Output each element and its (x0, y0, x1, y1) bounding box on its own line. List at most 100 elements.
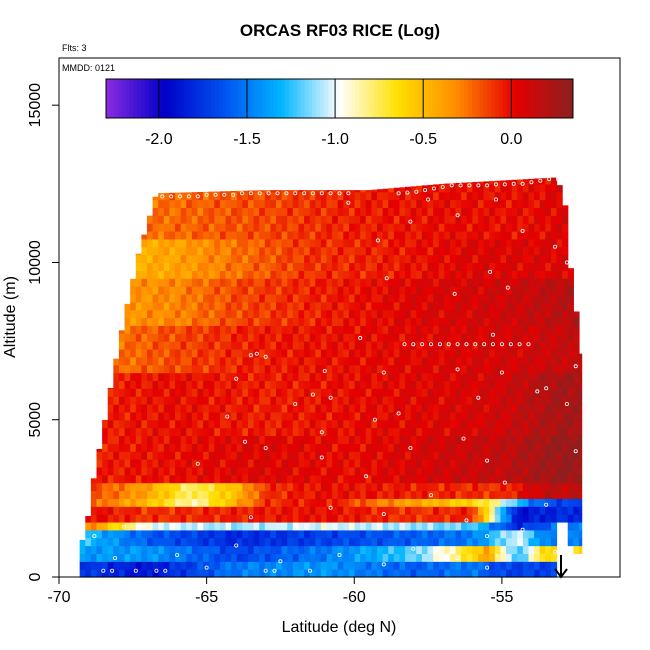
heatmap-cell (444, 325, 451, 334)
heatmap-cell (393, 388, 401, 397)
heatmap-cell (461, 396, 468, 405)
heatmap-cell (180, 388, 187, 397)
heatmap-cell (545, 388, 552, 397)
heatmap-cell (388, 506, 395, 515)
heatmap-cell (433, 521, 440, 531)
heatmap-cell (197, 396, 204, 405)
heatmap-cell (388, 380, 395, 389)
heatmap-cell (118, 388, 126, 397)
heatmap-cell (477, 451, 485, 460)
heatmap-cell (461, 317, 468, 326)
heatmap-cell (180, 545, 187, 555)
heatmap-cell (175, 435, 182, 444)
heatmap-cell (276, 435, 283, 444)
heatmap-cell (253, 419, 260, 429)
heatmap-cell (146, 498, 154, 507)
heatmap-cell (169, 270, 176, 279)
heatmap-cell (304, 388, 311, 397)
heatmap-cell (102, 537, 109, 547)
heatmap-cell (562, 270, 569, 279)
colorbar-swatch (253, 79, 259, 118)
heatmap-cell (214, 396, 221, 405)
heatmap-cell (203, 443, 210, 452)
heatmap-cell (545, 396, 552, 405)
heatmap-cell (545, 443, 552, 452)
heatmap-cell (169, 246, 176, 256)
heatmap-cell (102, 498, 109, 507)
heatmap-cell (360, 278, 367, 287)
heatmap-cell (539, 356, 546, 366)
heatmap-cell (455, 254, 462, 264)
heatmap-cell (360, 215, 367, 224)
heatmap-cell (534, 537, 541, 547)
heatmap-cell (264, 435, 272, 444)
heatmap-cell (191, 262, 199, 271)
heatmap-cell (113, 364, 120, 374)
heatmap-cell (556, 356, 563, 366)
heatmap-cell (539, 411, 546, 421)
heatmap-cell (528, 427, 535, 437)
heatmap-cell (427, 372, 434, 382)
heatmap-cell (550, 427, 558, 437)
heatmap-cell (124, 435, 131, 444)
heatmap-cell (438, 325, 445, 334)
heatmap-cell (253, 341, 260, 350)
heatmap-cell (175, 411, 182, 421)
flight-marker (225, 414, 230, 419)
heatmap-cell (326, 231, 333, 240)
heatmap-cell (539, 482, 546, 492)
heatmap-cell (365, 317, 372, 326)
heatmap-cell (231, 561, 238, 570)
heatmap-cell (449, 223, 457, 232)
heatmap-cell (382, 191, 389, 201)
heatmap-cell (416, 459, 423, 468)
heatmap-cell (461, 411, 468, 421)
heatmap-cell (180, 293, 187, 303)
heatmap-cell (298, 238, 305, 248)
heatmap-cell (567, 506, 574, 515)
heatmap-cell (332, 286, 339, 295)
heatmap-cell (208, 262, 215, 271)
heatmap-cell (343, 537, 350, 547)
heatmap-cell (477, 309, 485, 319)
heatmap-cell (545, 254, 552, 264)
heatmap-cell (455, 199, 462, 209)
heatmap-cell (270, 286, 277, 295)
flight-marker (423, 188, 428, 193)
heatmap-cell (438, 537, 445, 547)
heatmap-cell (315, 309, 322, 319)
heatmap-cell (528, 435, 535, 444)
heatmap-cell (203, 561, 210, 570)
heatmap-cell (163, 341, 171, 350)
heatmap-cell (276, 207, 283, 216)
heatmap-cell (433, 474, 440, 484)
heatmap-cell (405, 419, 412, 429)
heatmap-cell (326, 286, 333, 295)
heatmap-cell (130, 545, 137, 555)
heatmap-cell (427, 474, 434, 484)
heatmap-cell (158, 207, 165, 216)
heatmap-cell (461, 466, 468, 476)
heatmap-cell (539, 207, 546, 216)
heatmap-cell (203, 270, 210, 279)
heatmap-cell (399, 246, 406, 256)
heatmap-cell (326, 427, 333, 437)
heatmap-cell (483, 553, 490, 562)
heatmap-cell (186, 427, 193, 437)
heatmap-cell (320, 246, 328, 256)
colorbar-swatch (569, 79, 574, 118)
heatmap-cell (186, 341, 193, 350)
heatmap-cell (489, 561, 496, 570)
heatmap-cell (511, 372, 518, 382)
heatmap-cell (315, 364, 322, 374)
flight-marker (384, 276, 389, 281)
heatmap-cell (483, 514, 490, 523)
flight-marker (529, 180, 534, 185)
heatmap-cell (483, 372, 490, 382)
heatmap-cell (438, 396, 445, 405)
heatmap-cell (247, 490, 255, 499)
heatmap-cell (242, 270, 249, 279)
heatmap-cell (96, 451, 103, 460)
heatmap-cell (219, 356, 227, 366)
colorbar-swatch (160, 79, 165, 118)
